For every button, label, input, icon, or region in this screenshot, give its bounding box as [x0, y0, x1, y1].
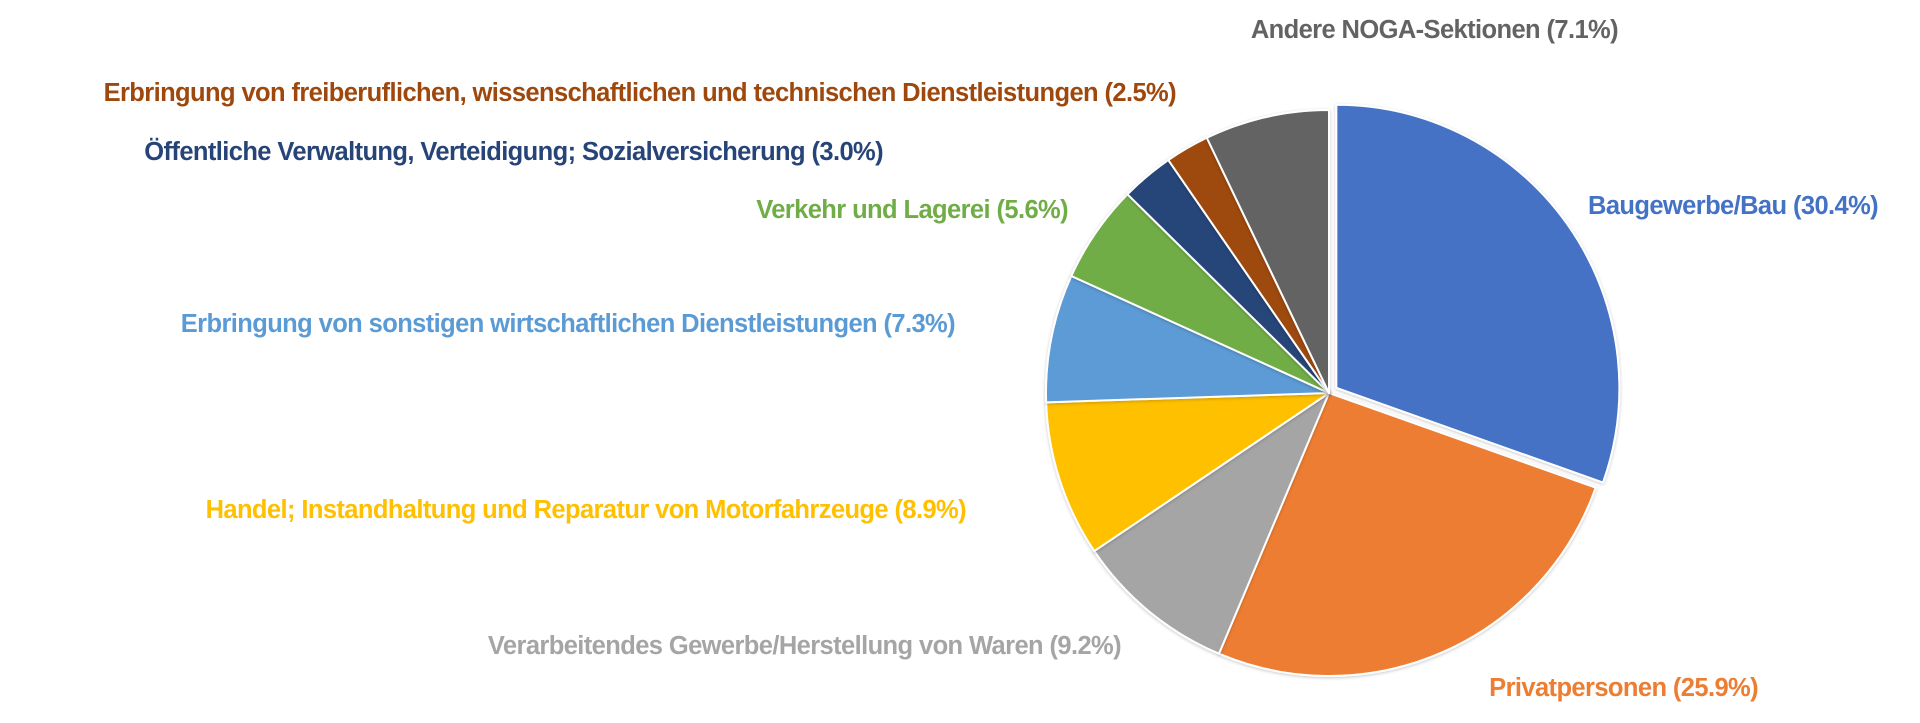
- label-verkehr-lagerei: Verkehr und Lagerei (5.6%): [756, 196, 1068, 224]
- label-handel: Handel; Instandhaltung und Reparatur von…: [206, 496, 967, 524]
- label-oeffentliche-verwaltung: Öffentliche Verwaltung, Verteidigung; So…: [144, 137, 883, 166]
- pie-labels: Baugewerbe/Bau (30.4%) Privatpersonen (2…: [104, 16, 1879, 702]
- pie-slice-8: [1205, 109, 1330, 394]
- pie-slices: [1045, 103, 1621, 677]
- label-privatpersonen: Privatpersonen (25.9%): [1489, 674, 1758, 702]
- label-andere-noga: Andere NOGA-Sektionen (7.1%): [1251, 16, 1618, 44]
- pie-slice-3: [1045, 392, 1330, 553]
- pie-slice-0: [1335, 103, 1621, 484]
- label-sonstige-dienstleistungen: Erbringung von sonstigen wirtschaftliche…: [181, 310, 955, 338]
- pie-slice-2: [1093, 392, 1330, 655]
- label-verarbeitendes-gewerbe: Verarbeitendes Gewerbe/Herstellung von W…: [488, 632, 1121, 660]
- pie-slice-1: [1217, 392, 1597, 677]
- label-baugewerbe: Baugewerbe/Bau (30.4%): [1588, 192, 1878, 220]
- label-freiberufliche-dienstleistungen: Erbringung von freiberuflichen, wissensc…: [104, 79, 1177, 107]
- pie-slice-4: [1045, 275, 1330, 404]
